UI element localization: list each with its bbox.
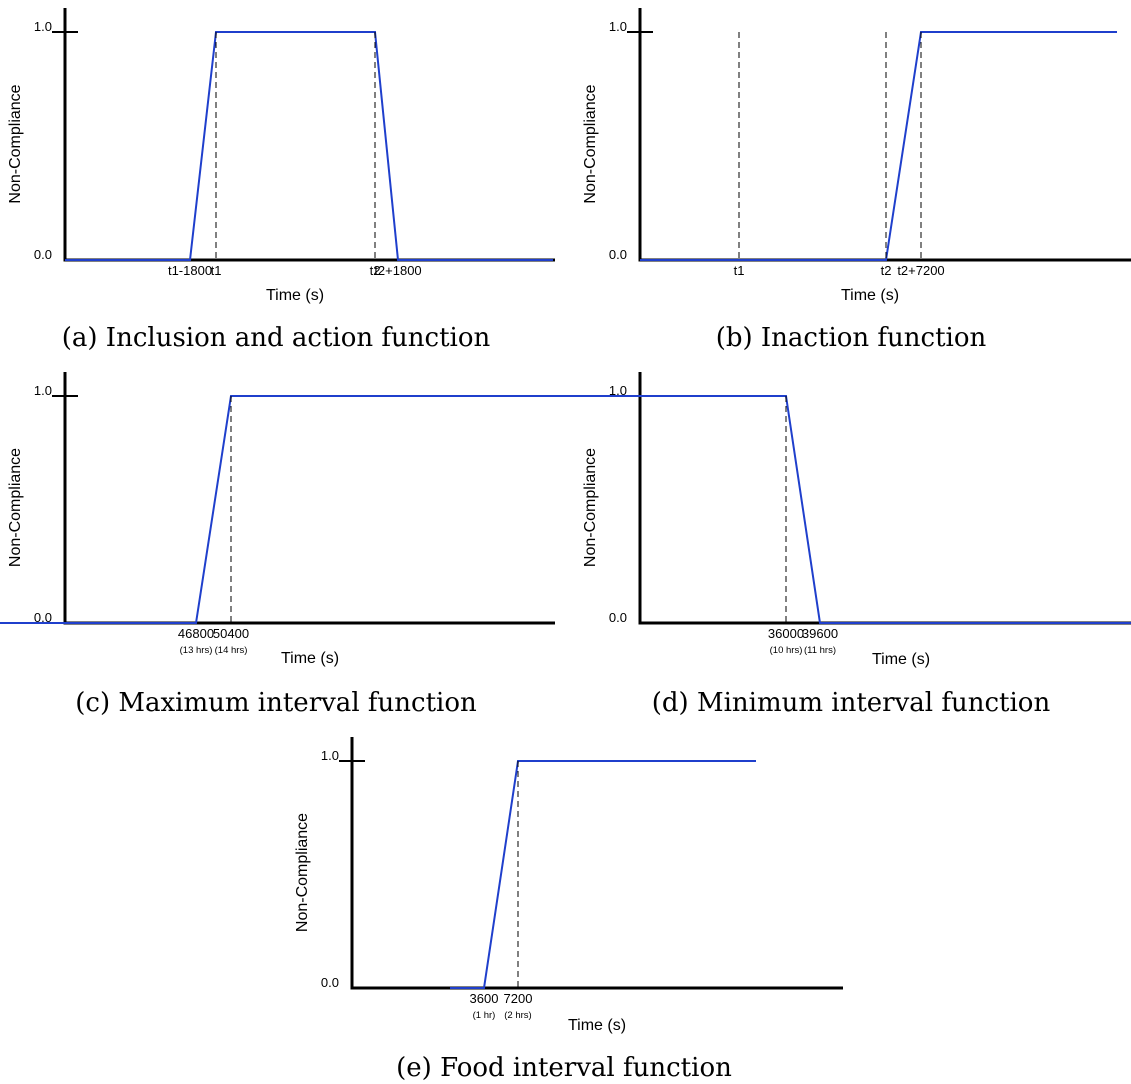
x-tick-label: t2+7200 [897, 263, 944, 278]
series-line [65, 31, 553, 261]
y-tick-label: 0.0 [609, 247, 627, 262]
y-tick-label: 0.0 [34, 247, 52, 262]
y-tick-label: 0.0 [34, 610, 52, 625]
chart-panel-4: 0.0 1.0 36000 (10 hrs) 39600 (11 hrs) Time (s)… [446, 372, 1131, 718]
x-tick-sublabel: (1 hr) [473, 1010, 496, 1021]
x-tick-label: t1 [734, 263, 745, 278]
x-tick-label: t1 [211, 263, 222, 278]
x-axis-title: Time (s) [266, 287, 324, 304]
x-tick-label: 46800 [178, 626, 214, 641]
x-tick-sublabel: (11 hrs) [804, 645, 836, 656]
y-axis-title: Non-Compliance [294, 813, 311, 932]
y-tick-label: 1.0 [321, 748, 339, 763]
x-tick-label: 3600 [470, 991, 499, 1006]
x-tick-label: t2 [881, 263, 892, 278]
x-tick-sublabel: (2 hrs) [504, 1010, 531, 1021]
x-tick-label: 7200 [504, 991, 533, 1006]
chart-panel-2: 0.0 1.0 t1 t2 t2+7200 Time (s) Non-Compliance (… [582, 8, 1131, 353]
panel-caption: (b) Inaction function [716, 323, 987, 353]
x-tick-label: 50400 [213, 626, 249, 641]
x-tick-label: 36000 [768, 626, 804, 641]
y-tick-label: 1.0 [609, 383, 627, 398]
x-tick-label: 39600 [802, 626, 838, 641]
series-line [446, 395, 1131, 624]
series-line [640, 31, 1117, 261]
x-tick-sublabel: (10 hrs) [770, 645, 803, 656]
y-tick-label: 0.0 [321, 975, 339, 990]
series-line [450, 760, 756, 989]
y-axis-title: Non-Compliance [7, 84, 24, 203]
y-axis-title: Non-Compliance [7, 448, 24, 567]
panel-caption: (e) Food interval function [396, 1053, 732, 1083]
panel-caption: (d) Minimum interval function [652, 688, 1051, 718]
panel-caption: (a) Inclusion and action function [62, 323, 491, 353]
x-tick-label: t2 [370, 263, 381, 278]
x-axis-title: Time (s) [841, 287, 899, 304]
x-axis-title: Time (s) [568, 1017, 626, 1034]
y-tick-label: 1.0 [34, 19, 52, 34]
y-tick-label: 1.0 [34, 383, 52, 398]
y-tick-label: 1.0 [609, 19, 627, 34]
x-tick-label: t2+1800 [374, 263, 421, 278]
y-axis-title: Non-Compliance [582, 448, 599, 567]
x-axis-title: Time (s) [281, 650, 339, 667]
y-axis-title: Non-Compliance [582, 84, 599, 203]
x-axis-title: Time (s) [872, 651, 930, 668]
x-tick-sublabel: (14 hrs) [215, 645, 248, 656]
y-tick-label: 0.0 [609, 610, 627, 625]
chart-panel-5: 0.0 1.0 3600 (1 hr) 7200 (2 hrs) Time (s) Non-C… [294, 737, 843, 1083]
x-tick-label: t1-1800 [168, 263, 212, 278]
panel-caption: (c) Maximum interval function [75, 688, 477, 718]
x-tick-sublabel: (13 hrs) [180, 645, 213, 656]
